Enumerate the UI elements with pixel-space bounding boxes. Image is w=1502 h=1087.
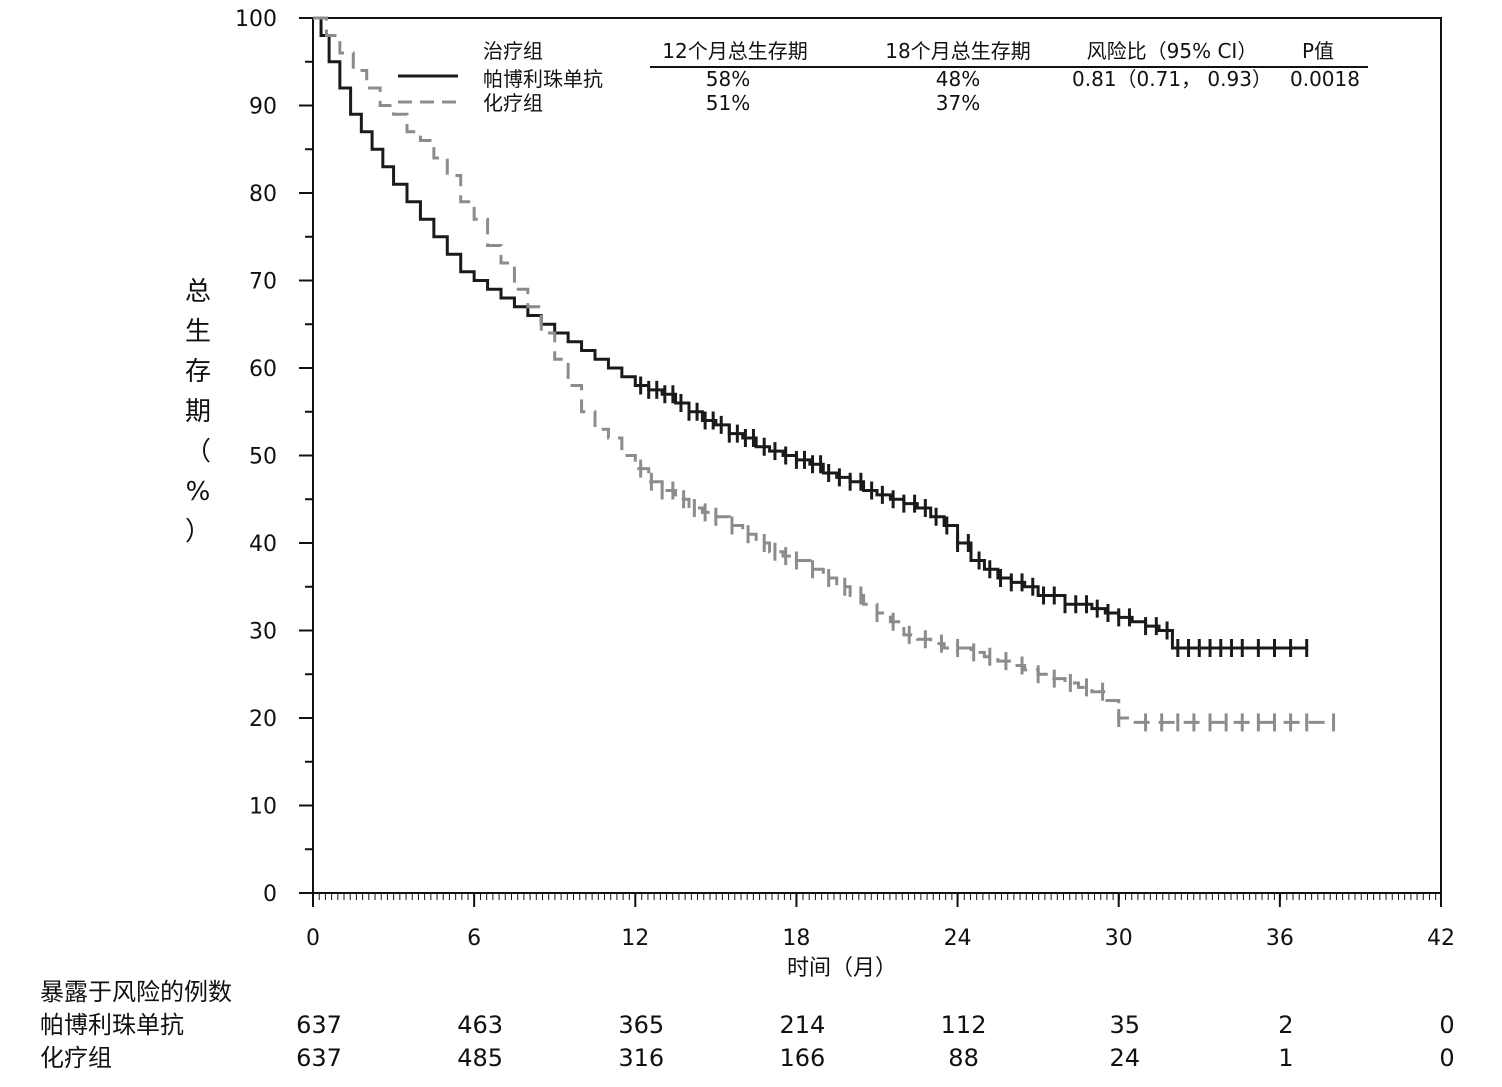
legend-row-chemo-os12: 51% [706,91,750,115]
y-title-char: 生 [185,317,211,347]
plot-frame [312,17,1442,894]
risk-count-1: 637 [296,1044,342,1072]
legend-row-pembro-name: 帕博利珠单抗 [483,67,603,91]
legend: 治疗组 12个月总生存期 18个月总生存期 风险比（95% CI） P值 帕博利… [398,39,1368,115]
x-tick-label: 30 [1105,926,1133,951]
y-tick-label: 10 [249,795,277,820]
risk-count-1: 316 [618,1044,664,1072]
y-title-char: 总 [185,277,211,307]
risk-count-0: 112 [941,1011,987,1039]
legend-row-pembro-os18: 48% [936,67,980,91]
risk-row-label-chemo: 化疗组 [40,1044,112,1072]
y-title-char: 期 [185,397,211,427]
y-tick-label: 50 [249,445,277,470]
risk-count-0: 0 [1439,1011,1454,1039]
risk-count-0: 214 [780,1011,826,1039]
y-tick-label: 100 [235,7,277,32]
y-title-char: ） [185,517,211,547]
x-tick-label: 12 [621,926,649,951]
risk-count-1: 88 [948,1044,979,1072]
risk-count-1: 1 [1278,1044,1293,1072]
risk-row-label-pembro: 帕博利珠单抗 [40,1011,184,1039]
axes: 0 10 20 30 40 50 60 70 80 90 100 0 6 12 18 24 30 36 42 [235,7,1455,951]
risk-count-1: 166 [780,1044,826,1072]
risk-count-0: 463 [457,1011,503,1039]
y-title-char: % [186,477,211,507]
y-tick-label: 60 [249,357,277,382]
legend-header-os12: 12个月总生存期 [662,39,807,63]
y-tick-label: 80 [249,182,277,207]
risk-count-1: 24 [1109,1044,1140,1072]
risk-count-0: 637 [296,1011,342,1039]
series-layer [313,16,1336,732]
y-tick-label: 40 [249,532,277,557]
legend-header-p: P值 [1302,39,1334,63]
legend-header-group: 治疗组 [483,39,543,63]
legend-row-pembro-p: 0.0018 [1290,67,1360,91]
y-tick-label: 30 [249,620,277,645]
legend-row-chemo-name: 化疗组 [483,91,543,115]
series-line-0 [313,16,1307,650]
x-tick-label: 36 [1266,926,1294,951]
legend-row-pembro-hr: 0.81（0.71， 0.93） [1072,67,1272,91]
risk-count-0: 35 [1109,1011,1140,1039]
x-tick-label: 18 [782,926,810,951]
risk-table: 暴露于风险的例数 帕博利珠单抗 化疗组 637 463 365 214 112 35 2 0 6… [40,978,1455,1072]
y-title-char: （ [185,437,211,467]
y-axis-title: 总生存期 （% ） [185,277,211,547]
risk-count-1: 0 [1439,1044,1454,1072]
y-tick-label: 90 [249,95,277,120]
legend-row-chemo-os18: 37% [936,91,980,115]
y-tick-label: 70 [249,270,277,295]
y-title-char: 存 [185,357,211,387]
y-tick-label: 0 [263,882,277,907]
x-tick-label: 0 [306,926,320,951]
risk-count-0: 2 [1278,1011,1293,1039]
y-tick-label: 20 [249,707,277,732]
x-minor-ticks [312,893,1437,900]
risk-table-title: 暴露于风险的例数 [40,978,232,1006]
legend-header-hr: 风险比（95% CI） [1087,39,1258,63]
series-line-1 [313,16,1334,724]
x-axis-title: 时间（月） [787,956,897,981]
x-tick-label: 24 [944,926,972,951]
risk-count-1: 485 [457,1044,503,1072]
legend-header-os18: 18个月总生存期 [885,39,1030,63]
x-tick-label: 42 [1427,926,1455,951]
legend-row-pembro-os12: 58% [706,67,750,91]
x-tick-label: 6 [467,926,481,951]
risk-count-0: 365 [618,1011,664,1039]
